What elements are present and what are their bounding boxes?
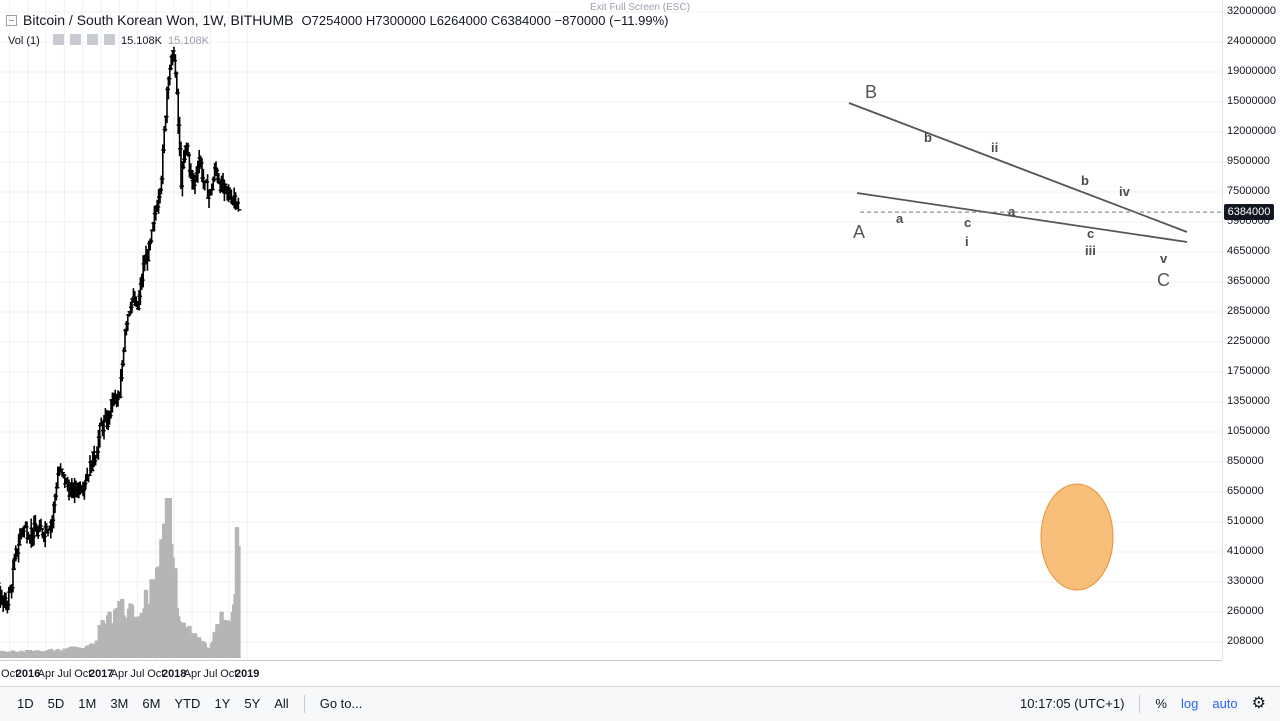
ohlc-values: O7254000 H7300000 L6264000 C6384000 −870… — [301, 12, 669, 28]
volume-highlight-ellipse — [1040, 483, 1114, 591]
wave-label-A: A — [853, 222, 866, 242]
price-tick-label: 330000 — [1227, 575, 1264, 587]
time-tick-label: 2016 — [15, 668, 41, 680]
range-1m-button[interactable]: 1M — [78, 696, 97, 711]
time-tick-label: Apr — [110, 668, 128, 680]
wave-label-b1: b — [924, 130, 932, 145]
wave-label-b2: b — [1081, 173, 1089, 188]
price-axis[interactable]: 32000000 24000000 19000000 15000000 12000000… — [1222, 0, 1280, 660]
wave-label-c1: c — [964, 215, 972, 230]
last-price-badge: 6384000 — [1224, 204, 1274, 221]
price-tick-label: 3650000 — [1227, 275, 1270, 287]
price-tick-label: 650000 — [1227, 485, 1264, 497]
range-6m-button[interactable]: 6M — [142, 696, 161, 711]
time-tick-label: Jul — [203, 668, 218, 680]
wave-label-C: C — [1157, 270, 1170, 290]
volume-title[interactable]: Vol (1) — [8, 35, 40, 47]
log-scale-toggle[interactable]: log — [1180, 696, 1199, 711]
price-tick-label: 510000 — [1227, 515, 1264, 527]
time-tick-label: 2017 — [88, 668, 114, 680]
time-tick-label: Jul — [57, 668, 72, 680]
close-icon[interactable] — [86, 34, 98, 45]
gear-icon[interactable]: ⚙ — [1251, 695, 1266, 712]
toolbar-divider — [1139, 695, 1141, 713]
price-tick-label: 260000 — [1227, 605, 1264, 617]
price-tick-label: 15000000 — [1227, 95, 1276, 107]
goto-date-button[interactable]: Go to... — [319, 696, 363, 711]
bottom-toolbar: 1D 5D 1M 3M 6M YTD 1Y 5Y All Go to... 10… — [0, 686, 1280, 721]
price-tick-label: 32000000 — [1227, 5, 1276, 17]
range-5d-button[interactable]: 5D — [47, 696, 65, 711]
time-axis[interactable]: AprJulOct2016AprJulOct2017AprJulOct2018A… — [0, 660, 1222, 687]
time-tick-label: 2018 — [161, 668, 187, 680]
price-tick-label: 24000000 — [1227, 35, 1276, 47]
symbol-title[interactable]: Bitcoin / South Korean Won, 1W, BITHUMB — [23, 12, 294, 28]
wave-label-v: v — [1160, 251, 1168, 266]
toolbar-divider — [303, 695, 305, 713]
time-tick-label: Jul — [130, 668, 145, 680]
eye-icon[interactable] — [52, 34, 64, 45]
volume-bar — [236, 545, 241, 658]
price-tick-label: 9500000 — [1227, 155, 1270, 167]
timezone-clock[interactable]: 10:17:05 (UTC+1) — [1020, 696, 1125, 711]
price-tick-label: 410000 — [1227, 545, 1264, 557]
price-tick-label: 12000000 — [1227, 125, 1276, 137]
price-tick-label: 4650000 — [1227, 245, 1270, 257]
volume-value: 15.108K — [120, 35, 162, 47]
price-tick-label: 2850000 — [1227, 305, 1270, 317]
time-tick-label: 2019 — [234, 668, 260, 680]
price-tick-label: 1750000 — [1227, 365, 1270, 377]
range-all-button[interactable]: All — [274, 696, 289, 711]
range-1y-button[interactable]: 1Y — [214, 696, 231, 711]
time-tick-label: Oct — [147, 668, 165, 680]
wave-label-i: i — [965, 234, 969, 249]
wave-label-iv: iv — [1119, 184, 1130, 199]
range-5y-button[interactable]: 5Y — [244, 696, 261, 711]
price-tick-label: 850000 — [1227, 455, 1264, 467]
wave-label-iii: iii — [1085, 243, 1096, 258]
range-ytd-button[interactable]: YTD — [174, 696, 201, 711]
range-1d-button[interactable]: 1D — [17, 696, 34, 711]
price-tick-label: 1050000 — [1227, 425, 1270, 437]
exit-fullscreen-hint[interactable]: Exit Full Screen (ESC) — [590, 2, 691, 13]
price-tick-label: 1350000 — [1227, 395, 1270, 407]
price-tick-label: 7500000 — [1227, 185, 1270, 197]
volume-ma-value: 15.108K — [167, 35, 209, 47]
wave-label-ii: ii — [991, 140, 999, 155]
range-3m-button[interactable]: 3M — [110, 696, 129, 711]
wave-label-c2: c — [1087, 226, 1095, 241]
time-tick-label: Oct — [74, 668, 92, 680]
auto-scale-toggle[interactable]: auto — [1212, 696, 1238, 711]
price-tick-label: 2250000 — [1227, 335, 1270, 347]
time-tick-label: Oct — [220, 668, 238, 680]
chart-area[interactable]: Exit Full Screen (ESC) Bitcoin / South K… — [0, 0, 1222, 660]
symbol-legend: Bitcoin / South Korean Won, 1W, BITHUMB … — [6, 12, 669, 28]
wave-label-B: B — [865, 82, 878, 102]
gear-icon[interactable] — [69, 34, 81, 45]
time-tick-label: Oct — [1, 668, 19, 680]
lower-trendline — [856, 192, 1188, 243]
collapse-icon[interactable] — [6, 14, 17, 26]
wave-label-a1: a — [896, 211, 904, 226]
time-tick-label: Apr — [183, 668, 201, 680]
price-tick-label: 208000 — [1227, 635, 1264, 647]
volume-legend: Vol (1) 15.108K 15.108K — [8, 34, 209, 48]
percent-scale-toggle[interactable]: % — [1155, 696, 1167, 711]
time-tick-label: Apr — [37, 668, 55, 680]
price-tick-label: 19000000 — [1227, 65, 1276, 77]
more-icon[interactable] — [103, 34, 115, 45]
volume-settings-icons[interactable] — [50, 34, 115, 48]
price-chart-canvas[interactable] — [0, 0, 1222, 660]
upper-trendline — [848, 102, 1188, 233]
wave-label-a2: a — [1008, 204, 1016, 219]
